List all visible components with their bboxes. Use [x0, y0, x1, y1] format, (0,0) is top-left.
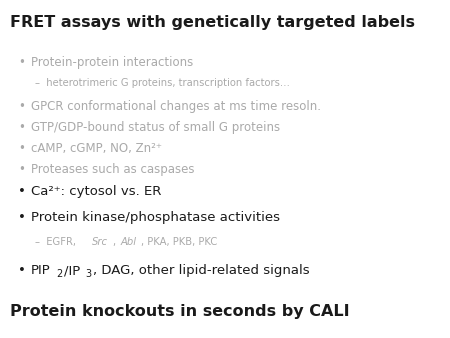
Text: Ca²⁺: cytosol vs. ER: Ca²⁺: cytosol vs. ER	[31, 185, 161, 198]
Text: Abl: Abl	[121, 237, 137, 247]
Text: •: •	[18, 100, 25, 113]
Text: GPCR conformational changes at ms time resoln.: GPCR conformational changes at ms time r…	[31, 100, 320, 113]
Text: –  heterotrimeric G proteins, transcription factors…: – heterotrimeric G proteins, transcripti…	[35, 78, 290, 88]
Text: •: •	[18, 264, 26, 277]
Text: /IP: /IP	[64, 264, 81, 277]
Text: ,: ,	[112, 237, 119, 247]
Text: Protein kinase/phosphatase activities: Protein kinase/phosphatase activities	[31, 211, 279, 224]
Text: •: •	[18, 142, 25, 154]
Text: Src: Src	[92, 237, 108, 247]
Text: 2: 2	[56, 269, 63, 280]
Text: PIP: PIP	[31, 264, 50, 277]
Text: , DAG, other lipid-related signals: , DAG, other lipid-related signals	[93, 264, 310, 277]
Text: cAMP, cGMP, NO, Zn²⁺: cAMP, cGMP, NO, Zn²⁺	[31, 142, 162, 154]
Text: GTP/GDP-bound status of small G proteins: GTP/GDP-bound status of small G proteins	[31, 121, 280, 134]
Text: –  EGFR,: – EGFR,	[35, 237, 79, 247]
Text: •: •	[18, 163, 25, 175]
Text: •: •	[18, 121, 25, 134]
Text: •: •	[18, 185, 26, 198]
Text: •: •	[18, 56, 25, 69]
Text: , PKA, PKB, PKC: , PKA, PKB, PKC	[141, 237, 218, 247]
Text: 3: 3	[85, 269, 91, 280]
Text: Protein-protein interactions: Protein-protein interactions	[31, 56, 193, 69]
Text: Protein knockouts in seconds by CALI: Protein knockouts in seconds by CALI	[10, 305, 350, 319]
Text: Proteases such as caspases: Proteases such as caspases	[31, 163, 194, 175]
Text: •: •	[18, 211, 26, 224]
Text: FRET assays with genetically targeted labels: FRET assays with genetically targeted la…	[10, 15, 415, 30]
